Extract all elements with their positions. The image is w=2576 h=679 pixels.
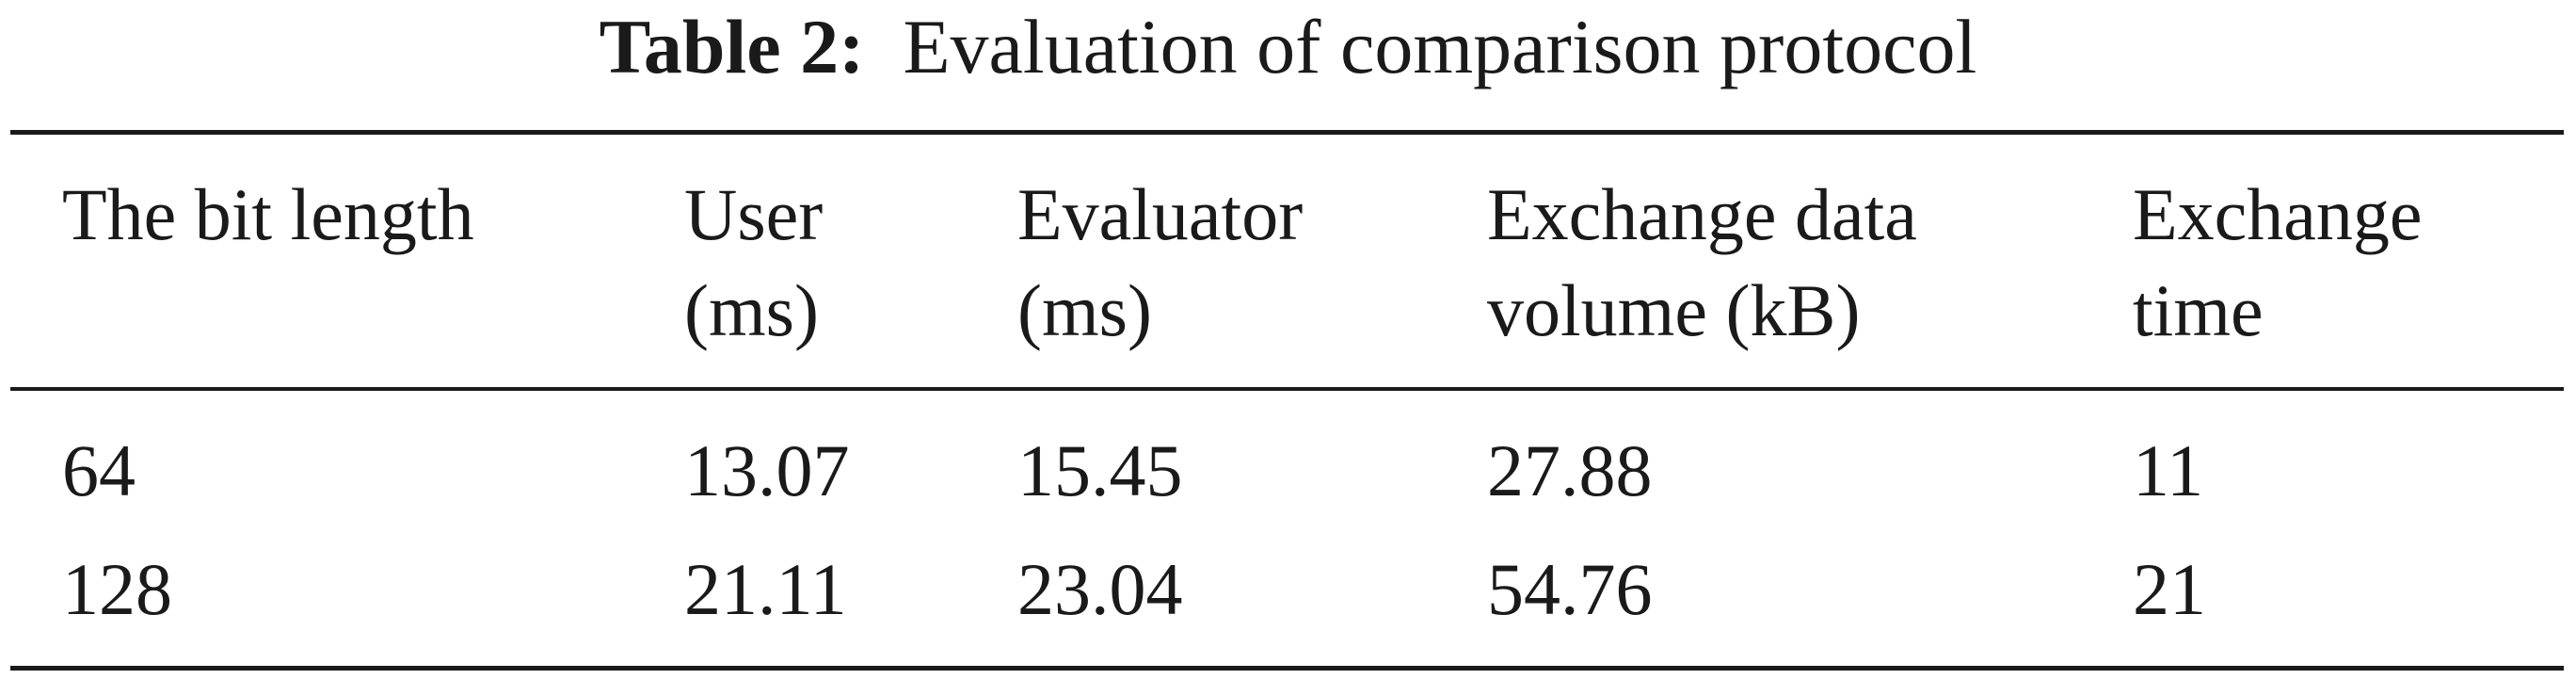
header-bit-length: The bit length	[62, 173, 474, 255]
cell-exchange-time: 11	[2133, 429, 2204, 511]
cell-exchange-data: 27.88	[1487, 429, 1653, 511]
header-evaluator-unit: (ms)	[1017, 269, 1152, 351]
cell-user: 13.07	[684, 429, 850, 511]
cell-bit-length: 128	[62, 548, 172, 630]
cell-exchange-time: 21	[2133, 548, 2206, 630]
cell-evaluator: 15.45	[1017, 429, 1183, 511]
table-caption-label: Table 2:	[599, 4, 865, 89]
table-bottom-rule	[10, 666, 2564, 671]
table-caption-text: Evaluation of comparison protocol	[903, 4, 1977, 89]
header-exchange-data-unit: volume (kB)	[1487, 269, 1861, 351]
header-user-unit: (ms)	[684, 269, 819, 351]
cell-evaluator: 23.04	[1017, 548, 1183, 630]
cell-bit-length: 64	[62, 429, 136, 511]
table-top-rule	[10, 130, 2564, 135]
header-exchange-time-line2: time	[2133, 269, 2264, 351]
header-exchange-data: Exchange data	[1487, 173, 1917, 255]
header-evaluator: Evaluator	[1017, 173, 1304, 255]
table-mid-rule	[10, 387, 2564, 391]
cell-exchange-data: 54.76	[1487, 548, 1653, 630]
cell-user: 21.11	[684, 548, 847, 630]
header-user: User	[684, 173, 824, 255]
header-exchange-time: Exchange	[2133, 173, 2423, 255]
table-caption: Table 2: Evaluation of comparison protoc…	[0, 0, 2576, 94]
